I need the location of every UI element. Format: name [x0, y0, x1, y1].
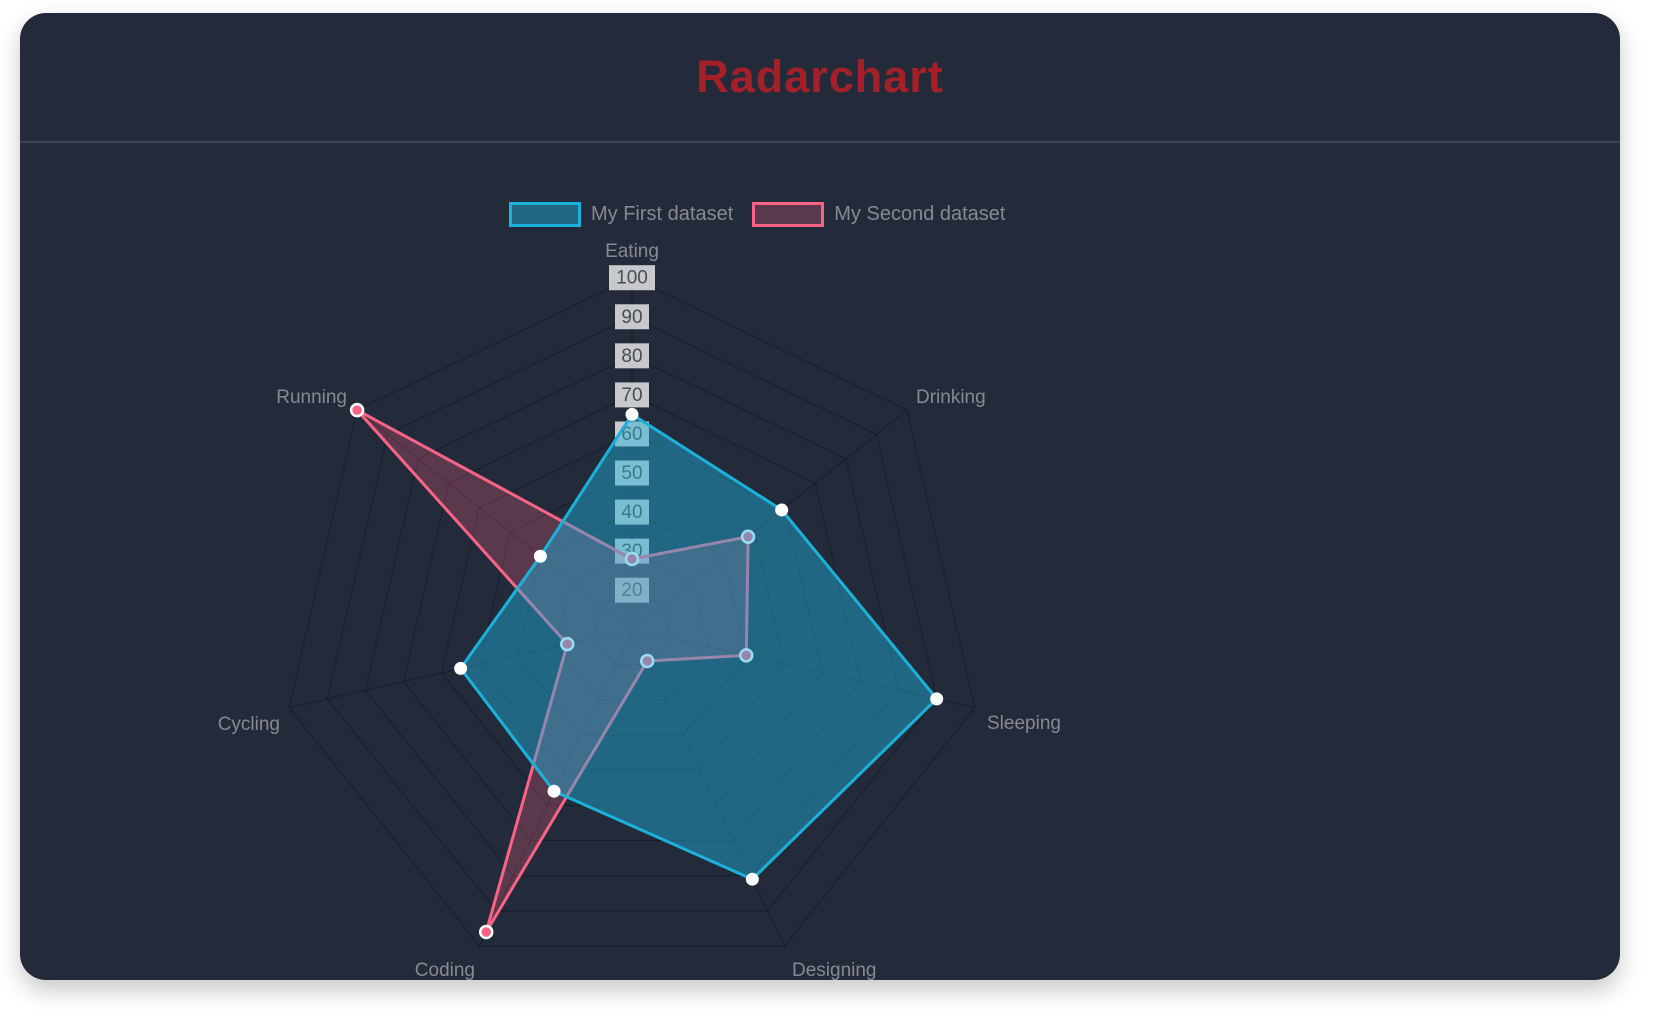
data-point[interactable] [533, 549, 547, 563]
data-point[interactable] [547, 784, 561, 798]
tick-backdrop [615, 577, 649, 603]
scale-ticks: 2030405060708090100 [609, 265, 655, 603]
data-point[interactable] [560, 636, 575, 652]
tick-label: 20 [621, 580, 642, 601]
axis-label-coding: Coding [415, 960, 475, 981]
legend-swatch-first-dataset [509, 202, 581, 227]
header-divider [20, 141, 1620, 143]
data-point[interactable] [640, 653, 655, 669]
data-point[interactable] [478, 924, 494, 940]
tick-backdrop [615, 382, 649, 408]
tick-label: 80 [621, 346, 642, 367]
data-point[interactable] [775, 503, 789, 517]
tick-label: 60 [621, 424, 642, 445]
data-point[interactable] [349, 402, 365, 418]
tick-backdrop [615, 343, 649, 369]
axis-label-sleeping: Sleeping [987, 713, 1061, 734]
chart-card: Radarchart My First dataset My Second da… [20, 13, 1620, 980]
dataset-area [459, 412, 939, 881]
tick-backdrop [615, 460, 649, 486]
axis-labels: Eating Drinking Sleeping Designing Coding Cyc… [218, 241, 1061, 981]
radar-grid [288, 277, 976, 947]
tick-label: 50 [621, 463, 642, 484]
axis-label-drinking: Drinking [916, 387, 986, 408]
tick-label: 90 [621, 307, 642, 328]
legend-swatch-second-dataset [752, 202, 825, 227]
data-point[interactable] [454, 661, 468, 675]
dataset-my-first-dataset [454, 407, 944, 886]
tick-backdrop [609, 265, 655, 291]
tick-backdrop [615, 304, 649, 330]
tick-label: 40 [621, 502, 642, 523]
data-point[interactable] [625, 407, 639, 421]
axis-label-designing: Designing [792, 960, 877, 981]
axis-label-running: Running [276, 387, 347, 408]
chart-title: Radarchart [696, 51, 944, 102]
tick-backdrop [615, 499, 649, 525]
axis-label-eating: Eating [605, 241, 659, 262]
legend-label-second-dataset: My Second dataset [834, 203, 1006, 225]
tick-label: 100 [616, 268, 648, 289]
data-point[interactable] [740, 529, 756, 544]
tick-label: 70 [621, 385, 642, 406]
legend-item-first-dataset[interactable]: My First dataset [509, 202, 733, 227]
data-point[interactable] [739, 648, 754, 663]
data-point[interactable] [624, 551, 640, 567]
data-point[interactable] [745, 872, 759, 886]
legend-item-second-dataset[interactable]: My Second dataset [752, 202, 1005, 227]
legend-label-first-dataset: My First dataset [591, 203, 734, 225]
data-point[interactable] [930, 692, 944, 706]
chart-legend: My First dataset My Second dataset [509, 202, 1005, 227]
axis-label-cycling: Cycling [218, 714, 280, 735]
